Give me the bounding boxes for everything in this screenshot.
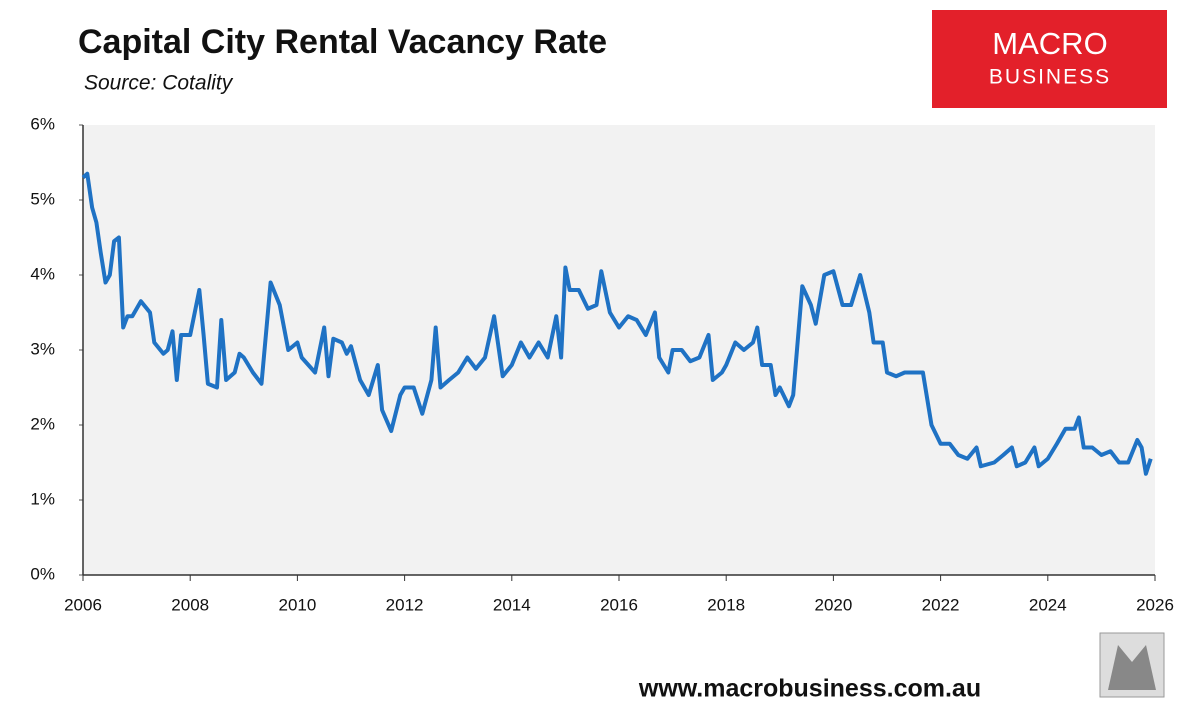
x-tick-label: 2014 — [493, 595, 531, 614]
chart-subtitle: Source: Cotality — [84, 72, 234, 95]
y-tick-label: 4% — [30, 264, 55, 283]
footer-url: www.macrobusiness.com.au — [638, 675, 981, 703]
logo-text: MACRO — [992, 26, 1107, 61]
plot: 0% 1% 2% 3% 4% 5% 6% 2006 2008 2010 2012 2014 2016 20… — [30, 114, 1173, 614]
y-tick-label: 1% — [30, 489, 55, 508]
x-tick-label: 2026 — [1136, 595, 1174, 614]
logo-icon-shape — [1108, 645, 1156, 690]
x-tick-label: 2024 — [1029, 595, 1067, 614]
y-tick-label: 3% — [30, 339, 55, 358]
x-tick-label: 2022 — [922, 595, 960, 614]
x-tick-label: 2012 — [386, 595, 424, 614]
y-tick-label: 0% — [30, 564, 55, 583]
x-tick-label: 2018 — [707, 595, 745, 614]
data-line — [81, 171, 1153, 476]
y-tick-label: 6% — [30, 114, 55, 133]
x-tick-label: 2016 — [600, 595, 638, 614]
x-tick-label: 2006 — [64, 595, 102, 614]
logo-box — [932, 10, 1167, 108]
chart-title: Capital City Rental Vacancy Rate — [78, 23, 607, 61]
x-tick-label: 2020 — [814, 595, 852, 614]
logo-text: BUSINESS — [989, 66, 1111, 89]
plot-background — [83, 125, 1155, 575]
x-tick-label: 2008 — [171, 595, 209, 614]
y-tick-label: 2% — [30, 414, 55, 433]
y-tick-label: 5% — [30, 189, 55, 208]
x-tick-label: 2010 — [278, 595, 316, 614]
